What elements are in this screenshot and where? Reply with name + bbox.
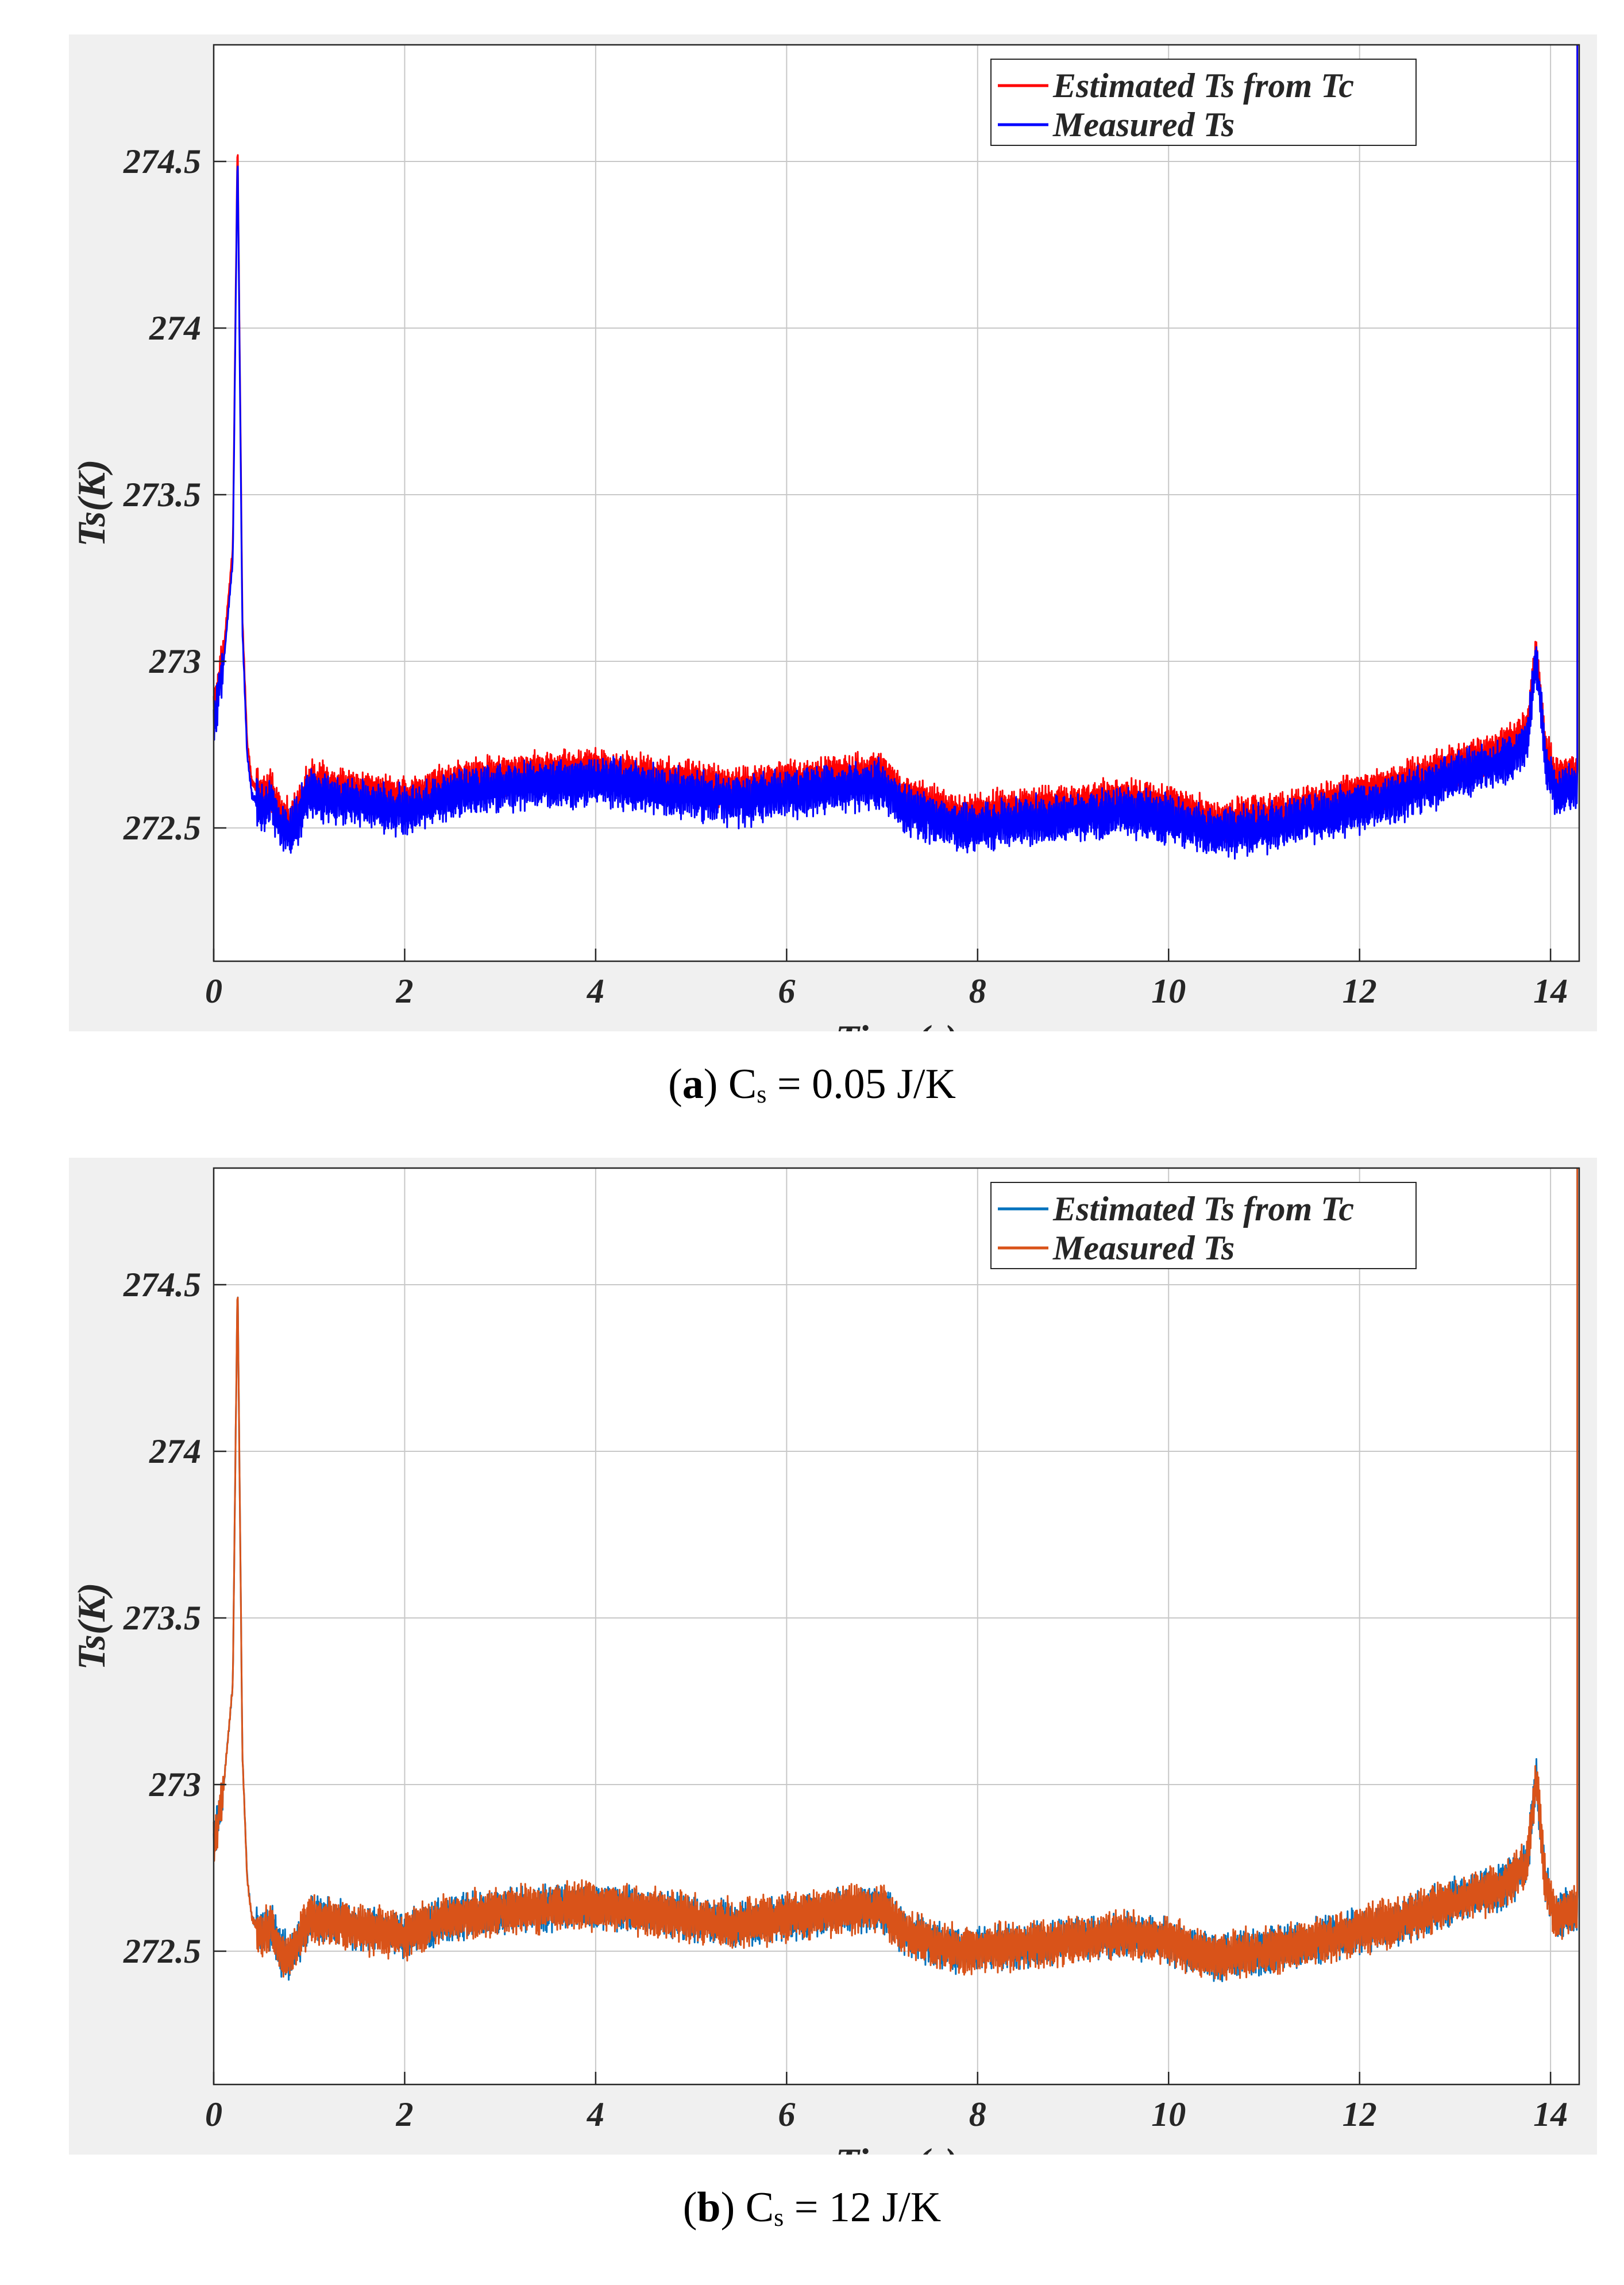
caption-a-rest: = 0.05 J/K [766,1061,956,1108]
chart-a-xtick-label: 6 [778,972,795,1010]
chart-a-xtick-label: 8 [969,972,986,1010]
chart-a-ytick-label: 274.5 [123,142,201,180]
caption-b-subscript: s [774,2203,784,2232]
chart-b-ytick-label: 273 [149,1766,201,1804]
chart-b-ytick-label: 274.5 [123,1266,201,1304]
chart-b-xtick-label: 14 [1533,2095,1568,2133]
chart-b-xtick-label: 6 [778,2095,795,2133]
chart-b-legend-label-0: Estimated Ts from Tc [1052,1190,1354,1228]
chart-a-legend-label-1: Measured Ts [1052,106,1235,144]
chart-a-xtick-label: 12 [1343,972,1377,1010]
chart-a-series-1-line [213,45,1579,860]
chart-a-ytick-label: 273 [149,642,201,680]
chart-a-xtick-label: 10 [1151,972,1186,1010]
chart-b-legend-box [990,1182,1417,1269]
chart-b-legend-label-1: Measured Ts [1052,1229,1235,1267]
chart-b-xtick-label: 10 [1151,2095,1186,2133]
caption-b: (b) Cs = 12 J/K [682,2184,942,2232]
chart-b-ytick-label: 272.5 [123,1932,201,1970]
chart-b-ytick-label: 273.5 [123,1599,201,1637]
chart-b-xtick-label: 2 [395,2095,413,2133]
chart-b-x-multiplier: ×104 [1514,2149,1583,2155]
chart-a-ytick-label: 274 [149,309,201,347]
chart-b-xtick-label: 4 [587,2095,604,2133]
chart-panel-b: 0 2 4 6 8 10 12 14 272.5 273 273.5 274 274.5 Time(s) T… [69,1158,1597,2155]
chart-a-legend-label-0: Estimated Ts from Tc [1052,67,1354,105]
caption-b-rest: = 12 J/K [784,2184,942,2231]
chart-b-ylabel: Ts(K) [70,1582,113,1670]
chart-a-ytick-label: 272.5 [123,809,201,847]
chart-a-x-multiplier: ×104 [1514,1026,1583,1031]
chart-a-xtick-label: 0 [205,972,222,1010]
caption-a-subscript: s [757,1080,767,1108]
chart-a-ylabel: Ts(K) [70,459,113,546]
caption-a-prefix: C [728,1061,757,1108]
chart-a-xtick-label: 4 [587,972,604,1010]
chart-b-xtick-label: 12 [1343,2095,1377,2133]
chart-b-xlabel: Time(s) [835,2140,958,2155]
chart-a-ytick-label: 273.5 [123,476,201,514]
chart-a-x-multiplier-exp: 4 [1569,1026,1583,1031]
caption-b-prefix: C [745,2184,774,2231]
chart-b-x-multiplier-exp: 4 [1569,2149,1583,2155]
chart-a-xtick-label: 2 [395,972,413,1010]
chart-b-series-1-line [213,1168,1579,1981]
chart-a-axes-box [213,44,1580,962]
caption-b-letter: b [697,2184,721,2231]
chart-panel-a: 0 2 4 6 8 10 12 14 272.5 273 273.5 274 274.5 Time(s) T… [69,34,1597,1031]
chart-b-xtick-label: 8 [969,2095,986,2133]
caption-a: (a) Cs = 0.05 J/K [668,1061,956,1108]
chart-a-xlabel: Time(s) [835,1017,958,1031]
caption-a-letter: a [682,1061,704,1108]
chart-a-svg: 0 2 4 6 8 10 12 14 272.5 273 273.5 274 274.5 Time(s) T… [70,44,1583,1031]
chart-b-ytick-label: 274 [149,1432,201,1470]
chart-b-xtick-label: 0 [205,2095,222,2133]
chart-a-xtick-label: 14 [1533,972,1568,1010]
chart-b-axes-box [213,1167,1580,2086]
chart-b-svg: 0 2 4 6 8 10 12 14 272.5 273 273.5 274 274.5 Time(s) T… [70,1167,1583,2155]
chart-a-legend-box [990,59,1417,146]
